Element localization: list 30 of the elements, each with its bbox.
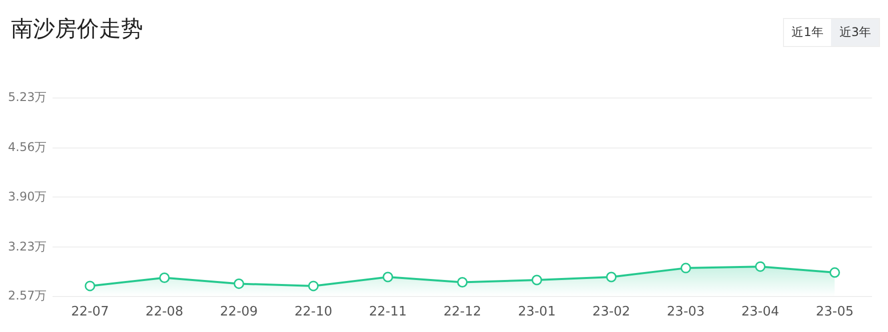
x-tick-label: 22-11 <box>368 304 407 320</box>
x-tick-label: 22-07 <box>71 304 109 320</box>
x-tick-label: 22-10 <box>294 304 332 320</box>
x-tick-label: 22-09 <box>220 304 258 320</box>
chart-title: 南沙房价走势 <box>11 16 143 44</box>
point <box>755 261 766 272</box>
x-tick-label: 22-08 <box>146 304 184 320</box>
x-tick-label: 23-01 <box>518 304 556 320</box>
y-tick-label: 2.57万 <box>8 288 47 303</box>
point <box>680 262 692 274</box>
point <box>532 274 542 286</box>
x-tick-label: 23-05 <box>816 304 854 320</box>
point <box>308 280 319 292</box>
x-tick-label: 23-03 <box>666 304 705 320</box>
y-tick-label: 4.56万 <box>8 140 47 154</box>
point <box>606 272 617 282</box>
text: 近1年 <box>784 19 832 46</box>
point <box>830 267 840 278</box>
x-tick-label: 22-12 <box>443 304 482 320</box>
y-tick-label: 3.90万 <box>8 189 47 204</box>
point <box>234 278 244 289</box>
point <box>382 272 394 282</box>
point <box>84 280 96 292</box>
point <box>159 272 170 284</box>
text: 近3年 <box>831 19 879 46</box>
x-tick-label: 23-04 <box>741 304 780 320</box>
y-tick-label: 5.23万 <box>8 90 47 104</box>
point <box>457 276 468 288</box>
y-tick-label: 3.23万 <box>8 239 47 254</box>
x-tick-label: 23-02 <box>592 304 630 320</box>
